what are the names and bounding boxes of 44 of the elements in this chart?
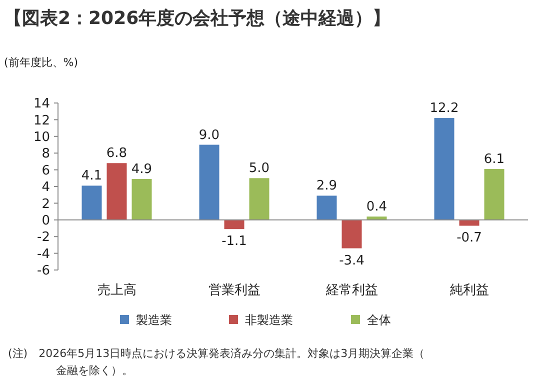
legend-label: 全体: [367, 313, 391, 327]
x-tick-label: 売上高: [97, 282, 136, 298]
y-tick-label: -6: [37, 264, 50, 279]
data-label: 6.8: [106, 146, 128, 162]
x-tick-label: 純利益: [450, 283, 489, 298]
data-label: 2.9: [316, 178, 338, 194]
y-tick-label: 12: [33, 113, 50, 128]
bar: [342, 220, 362, 248]
bar: [316, 196, 337, 220]
y-tick-label: 8: [42, 146, 50, 162]
y-tick-label: 14: [33, 96, 50, 112]
y-tick-label: 4: [42, 180, 50, 196]
text: (注) 2026年5月13日時点における決算発表済み分の集計。対象は3月期決算企業（金融を除く）。: [8, 347, 425, 377]
data-label: 6.1: [484, 152, 505, 167]
y-tick-label: 0: [42, 213, 50, 228]
bar: [132, 178, 152, 220]
data-label: 4.1: [81, 168, 102, 184]
legend-label: 製造業: [136, 313, 172, 327]
bar: [106, 163, 127, 220]
y-tick-label: 6: [42, 163, 50, 178]
y-tick-label: 2: [42, 196, 50, 212]
chart-title: 【図表2：2026年度の会社予想（途中経過）】: [4, 8, 391, 29]
y-tick-label: 10: [33, 130, 50, 145]
bar: [199, 144, 220, 220]
data-label: 4.9: [131, 162, 152, 177]
bar: [249, 178, 270, 220]
bar: [366, 216, 387, 220]
y-tick-label: -2: [37, 230, 50, 246]
bar: [434, 118, 454, 220]
data-label: -1.1: [222, 234, 247, 250]
y-axis-title: (前年度比、%): [4, 56, 78, 69]
y-tick-label: -4: [37, 246, 50, 262]
data-label: 5.0: [248, 161, 270, 176]
data-label: 12.2: [430, 101, 459, 116]
bar: [484, 168, 504, 220]
data-label: -0.7: [456, 230, 482, 246]
bar: [224, 220, 244, 230]
x-tick-label: 営業利益: [208, 283, 260, 298]
bar: [82, 186, 102, 220]
legend-label: 非製造業: [245, 313, 293, 327]
x-tick-label: 経常利益: [324, 283, 378, 298]
data-label: 0.4: [366, 200, 388, 215]
data-label: -3.4: [339, 253, 364, 268]
data-label: 9.0: [198, 128, 220, 143]
